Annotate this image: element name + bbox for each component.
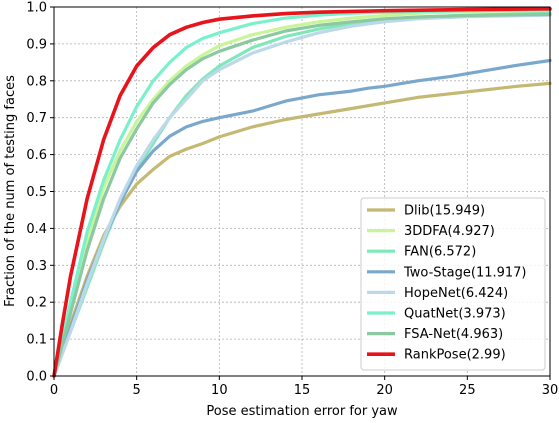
legend-label: 3DDFA(4.927) bbox=[404, 224, 495, 239]
x-tick-label: 15 bbox=[294, 383, 311, 398]
x-tick-label: 30 bbox=[542, 383, 559, 398]
series-line-7 bbox=[52, 7, 552, 378]
legend-label: FAN(6.572) bbox=[404, 245, 476, 260]
y-tick-label: 0.1 bbox=[26, 333, 47, 348]
axis-ticks: 0 5 10 15 20 25 30 0.0 0.1 0.2 0.3 0.4 0.5 0.6 0.7 0.8 0… bbox=[26, 1, 558, 399]
x-axis-label: Pose estimation error for yaw bbox=[206, 404, 398, 419]
series-line-4 bbox=[52, 13, 552, 378]
y-tick-label: 0.6 bbox=[26, 148, 47, 163]
y-tick-label: 1.0 bbox=[26, 1, 47, 16]
y-tick-label: 0.2 bbox=[26, 296, 47, 311]
y-tick-label: 0.8 bbox=[26, 74, 47, 89]
legend-label: QuatNet(3.973) bbox=[404, 307, 506, 322]
series-lines bbox=[52, 7, 552, 378]
legend-box bbox=[360, 197, 546, 371]
legend-label: RankPose(2.99) bbox=[404, 348, 506, 363]
y-tick-label: 0.0 bbox=[26, 370, 47, 385]
x-tick-label: 20 bbox=[376, 383, 393, 398]
legend-label: Dlib(15.949) bbox=[404, 204, 485, 219]
x-tick-label: 5 bbox=[133, 383, 141, 398]
series-line-5 bbox=[52, 8, 552, 378]
x-tick-label: 25 bbox=[459, 383, 476, 398]
series-line-1 bbox=[52, 9, 552, 378]
legend-label: FSA-Net(4.963) bbox=[404, 327, 503, 342]
y-tick-label: 0.7 bbox=[26, 111, 47, 126]
series-line-6 bbox=[52, 12, 552, 378]
legend-label: Two-Stage(11.917) bbox=[403, 265, 527, 280]
y-tick-label: 0.3 bbox=[26, 259, 47, 274]
x-tick-label: 10 bbox=[211, 383, 228, 398]
legend-label: HopeNet(6.424) bbox=[404, 286, 508, 301]
y-tick-label: 0.9 bbox=[26, 37, 47, 52]
y-tick-label: 0.4 bbox=[26, 222, 47, 237]
y-axis-label: Fraction of the num of testing faces bbox=[3, 75, 18, 307]
legend: Dlib(15.949) 3DDFA(4.927) FAN(6.572) Two-St… bbox=[360, 197, 546, 371]
y-tick-label: 0.5 bbox=[26, 185, 47, 200]
x-tick-label: 0 bbox=[50, 383, 58, 398]
